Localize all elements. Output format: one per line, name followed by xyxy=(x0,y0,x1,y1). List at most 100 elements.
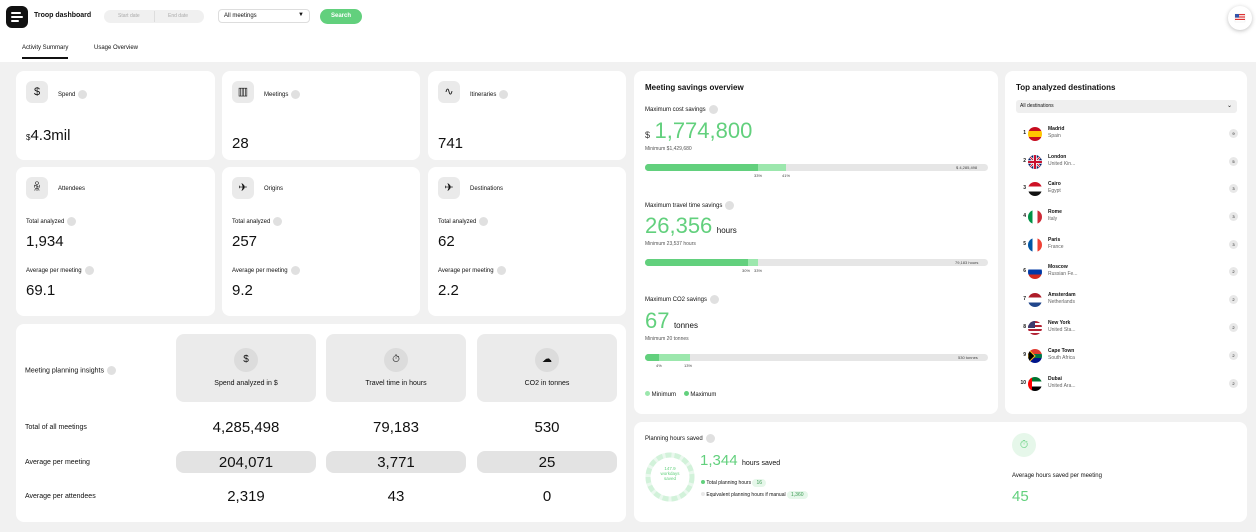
end-date-input[interactable]: End date xyxy=(168,13,189,19)
spend-label: Spend xyxy=(58,90,88,99)
time-bar-minimum xyxy=(645,259,748,266)
legend-min-label: Minimum xyxy=(651,392,677,398)
cost-savings-minimum: Minimum $1,429,680 xyxy=(645,146,692,152)
travel-time-column-label: Travel time in hours xyxy=(365,380,427,387)
south-africa-flag-icon xyxy=(1028,349,1042,363)
info-icon[interactable] xyxy=(479,217,489,226)
info-icon[interactable] xyxy=(273,217,283,226)
search-button[interactable]: Search xyxy=(320,9,362,24)
info-icon[interactable] xyxy=(67,217,77,226)
destination-rank: 3 xyxy=(1023,185,1026,191)
language-flag-button[interactable] xyxy=(1228,6,1252,30)
planning-hours-saved: 1,344 hours saved xyxy=(700,452,781,469)
menu-logo-icon[interactable] xyxy=(6,6,28,28)
stopwatch-icon: ⏱ xyxy=(1012,433,1036,457)
destinations-total-label: Total analyzed xyxy=(438,217,489,226)
itineraries-card: ∿ Itineraries 741 xyxy=(428,71,626,160)
destination-count: 3 xyxy=(1229,240,1238,249)
destination-row[interactable]: 2 London United Kin... 5 xyxy=(1016,152,1240,174)
savings-title: Meeting savings overview xyxy=(645,83,744,92)
destination-row[interactable]: 10 Dubai United Ara... 2 xyxy=(1016,374,1240,396)
info-icon[interactable] xyxy=(710,295,720,304)
attendees-avg-label: Average per meeting xyxy=(26,266,94,275)
destination-count: 2 xyxy=(1229,323,1238,332)
info-icon[interactable] xyxy=(291,90,301,99)
manual-planning-hours: Equivalent planning hours if manual 1,36… xyxy=(701,491,808,499)
workdays-ring-label: 147.9 workdays saved xyxy=(660,466,680,481)
uae-flag-icon xyxy=(1028,377,1042,391)
destination-city: Dubai xyxy=(1048,376,1062,382)
info-icon[interactable] xyxy=(725,201,735,210)
top-destinations-card xyxy=(1005,71,1247,414)
tab-usage-overview[interactable]: Usage Overview xyxy=(94,45,139,51)
info-icon[interactable] xyxy=(84,266,94,275)
destination-row[interactable]: 4 Rome Italy 3 xyxy=(1016,207,1240,229)
planning-title: Planning hours saved xyxy=(645,434,715,443)
info-icon[interactable] xyxy=(496,266,506,275)
origins-avg-value: 9.2 xyxy=(232,282,253,299)
info-icon[interactable] xyxy=(78,90,88,99)
planning-hours-card xyxy=(634,422,1247,522)
usa-flag-icon xyxy=(1028,321,1042,335)
destination-country: Italy xyxy=(1048,216,1058,222)
time-savings-label: Maximum travel time savings xyxy=(645,201,735,210)
dollar-icon: $ xyxy=(26,81,48,103)
netherlands-flag-icon xyxy=(1028,293,1042,307)
cost-max-pct: 41% xyxy=(782,173,791,178)
co2-savings-minimum: Minimum 20 tonnes xyxy=(645,336,689,342)
info-icon[interactable] xyxy=(107,366,116,375)
info-icon[interactable] xyxy=(499,90,509,99)
meeting-filter-select[interactable]: All meetings ▼ xyxy=(218,9,310,23)
info-icon[interactable] xyxy=(708,105,718,114)
destination-country: Egypt xyxy=(1048,188,1061,194)
destination-city: Rome xyxy=(1048,209,1062,215)
time-min-pct: 30% xyxy=(742,268,751,273)
destination-row[interactable]: 6 Moscow Russian Fe... 2 xyxy=(1016,262,1240,284)
destination-country: Russian Fe... xyxy=(1048,271,1078,277)
spend-card: $ Spend $4.3mil xyxy=(16,71,215,160)
destination-row[interactable]: 9 Cape Town South Africa 2 xyxy=(1016,346,1240,368)
avg-attendee-travel-value: 43 xyxy=(387,488,405,505)
destination-row[interactable]: 3 Cairo Egypt 3 xyxy=(1016,179,1240,201)
destination-rank: 8 xyxy=(1023,324,1026,330)
co2-savings-label: Maximum CO2 savings xyxy=(645,295,720,304)
destination-row[interactable]: 7 Amsterdam Netherlands 2 xyxy=(1016,290,1240,312)
destination-count: 3 xyxy=(1229,184,1238,193)
cloud-icon: ☁ xyxy=(535,348,559,372)
total-planning-hours: Total planning hours 16 xyxy=(701,479,767,487)
destination-rank: 9 xyxy=(1023,352,1026,358)
time-savings-value: 26,356 hours xyxy=(645,213,737,238)
destination-row[interactable]: 5 Paris France 3 xyxy=(1016,235,1240,257)
avg-meeting-travel-pill xyxy=(326,451,466,473)
destinations-avg-label: Average per meeting xyxy=(438,266,506,275)
start-date-input[interactable]: Start date xyxy=(118,13,140,19)
co2-column-label: CO2 in tonnes xyxy=(524,380,570,387)
destination-city: Cairo xyxy=(1048,181,1061,187)
avg-meeting-travel-value: 3,771 xyxy=(377,454,415,471)
total-travel-value: 79,183 xyxy=(373,419,419,436)
origins-total-label: Total analyzed xyxy=(232,217,283,226)
destination-row[interactable]: 8 New York United Sta... 2 xyxy=(1016,318,1240,340)
tab-bar: Activity Summary Usage Overview xyxy=(0,40,1256,62)
info-icon[interactable] xyxy=(705,434,715,443)
total-spend-value: 4,285,498 xyxy=(212,419,280,436)
destination-row[interactable]: 1 Madrid Spain 9 xyxy=(1016,124,1240,146)
date-range-picker[interactable]: Start date End date xyxy=(104,10,204,23)
co2-bar-minimum xyxy=(645,354,659,361)
destinations-card: ✈ Destinations Total analyzed 62 Average… xyxy=(428,167,626,316)
time-max-pct: 33% xyxy=(754,268,763,273)
attendees-total-value: 1,934 xyxy=(26,233,64,250)
destination-rank: 6 xyxy=(1023,268,1026,274)
top-bar: Troop dashboard Start date End date All … xyxy=(0,0,1256,40)
destination-city: Moscow xyxy=(1048,264,1068,270)
stopwatch-icon: ⏱ xyxy=(384,348,408,372)
legend-min-dot xyxy=(645,391,650,396)
destinations-filter-select[interactable]: All destinations ⌄ xyxy=(1016,100,1237,113)
info-icon[interactable] xyxy=(290,266,300,275)
time-savings-minimum: Minimum 23,537 hours xyxy=(645,241,696,247)
destination-country: South Africa xyxy=(1048,355,1075,361)
destination-country: United Kin... xyxy=(1048,161,1076,167)
tab-activity-summary[interactable]: Activity Summary xyxy=(22,45,69,59)
destination-rank: 10 xyxy=(1020,380,1026,386)
destination-city: Paris xyxy=(1048,237,1061,243)
